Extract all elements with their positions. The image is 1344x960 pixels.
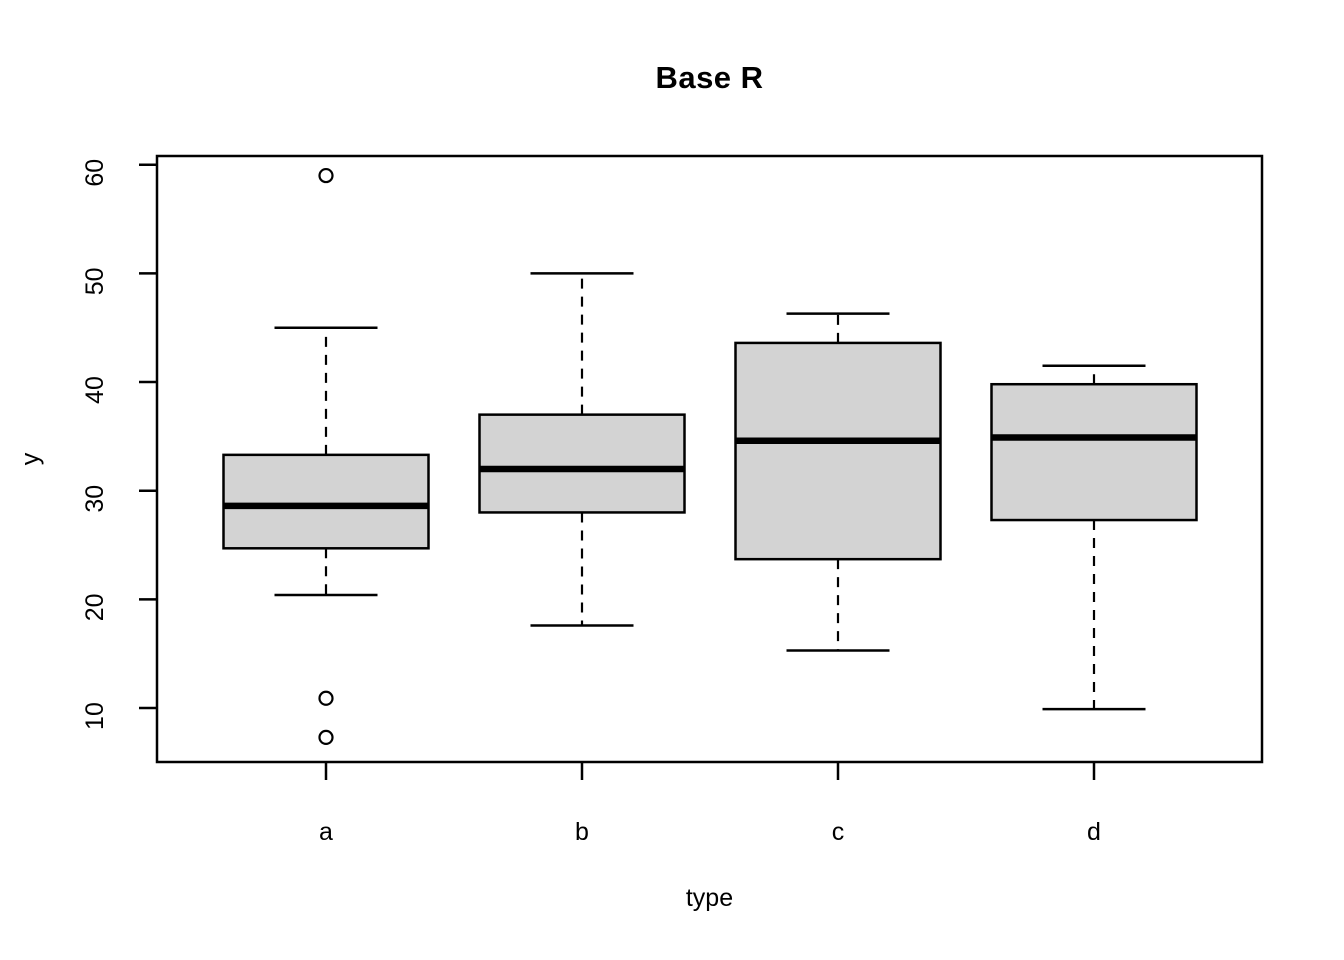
- iqr-box-d: [990, 382, 1198, 522]
- y-tick-label-40: 40: [81, 376, 109, 404]
- x-tick-label-d: d: [1087, 818, 1101, 846]
- iqr-box-a: [222, 453, 430, 550]
- plot-frame: [155, 154, 1264, 764]
- x-axis-label: type: [685, 884, 734, 912]
- x-tick-label-c: c: [832, 818, 845, 846]
- y-tick-label-20: 20: [81, 593, 109, 621]
- y-tick-label-60: 60: [81, 159, 109, 187]
- y-tick-label-50: 50: [81, 267, 109, 295]
- y-axis-label: y: [16, 452, 45, 466]
- chart-title: Base R: [655, 60, 764, 95]
- y-tick-label-30: 30: [81, 485, 109, 513]
- y-tick-label-10: 10: [81, 702, 109, 730]
- iqr-box-b: [478, 413, 686, 514]
- iqr-box-c: [734, 341, 942, 561]
- outlier-point-a: [318, 729, 334, 745]
- outlier-point-a: [318, 167, 334, 184]
- x-tick-label-a: a: [319, 818, 333, 846]
- outlier-point-a: [318, 690, 334, 706]
- x-tick-label-b: b: [575, 818, 589, 846]
